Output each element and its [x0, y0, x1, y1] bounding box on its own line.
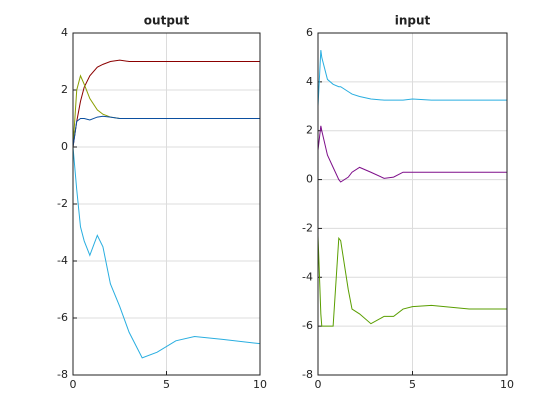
- y-tick-label: -8: [57, 368, 68, 381]
- y-tick-label: 2: [306, 124, 313, 137]
- x-tick-label: 10: [500, 378, 514, 391]
- y-tick-label: -2: [57, 197, 68, 210]
- x-tick-label: 0: [70, 378, 77, 391]
- y-tick-label: 0: [306, 173, 313, 186]
- y-tick-label: 6: [306, 26, 313, 39]
- line: [317, 50, 507, 107]
- axes-box: [317, 32, 508, 376]
- y-tick-label: -2: [302, 221, 313, 234]
- y-tick-label: 0: [61, 140, 68, 153]
- chart-title: output: [144, 14, 190, 28]
- y-tick-label: -6: [57, 311, 68, 324]
- y-tick-label: 4: [61, 26, 68, 39]
- y-tick-label: -4: [302, 270, 313, 283]
- axes-box: [72, 32, 261, 376]
- x-tick-label: 5: [409, 378, 416, 391]
- x-tick-label: 5: [163, 378, 170, 391]
- line: [317, 125, 507, 183]
- y-tick-label: -8: [302, 368, 313, 381]
- line: [72, 115, 260, 148]
- line: [317, 235, 507, 327]
- line: [72, 59, 260, 148]
- line: [72, 146, 261, 359]
- x-tick-label: 10: [253, 378, 267, 391]
- y-tick-label: 2: [61, 83, 68, 96]
- y-tick-label: 4: [306, 75, 313, 88]
- y-tick-label: -4: [57, 254, 68, 267]
- y-tick-label: -6: [302, 319, 313, 332]
- x-tick-label: 0: [315, 378, 322, 391]
- chart-title: input: [395, 14, 431, 28]
